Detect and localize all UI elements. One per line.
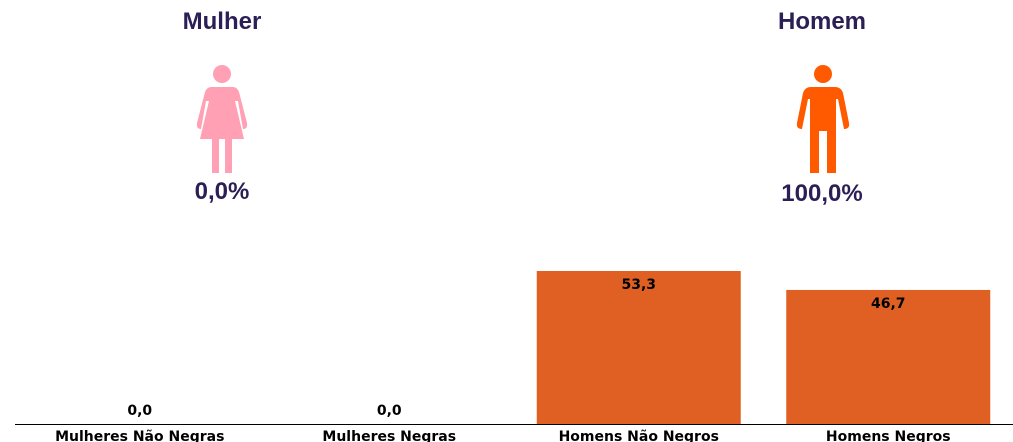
bar-homens-nao-negros — [536, 271, 741, 424]
bar-value-label-mulheres-nao-negras: 0,0 — [127, 403, 152, 419]
gender-title-mulher: Mulher — [182, 8, 262, 35]
bar-value-label-mulheres-negras: 0,0 — [377, 403, 402, 419]
x-tick-label-homens-negros: Homens Negros — [826, 429, 951, 442]
x-tick-label-homens-nao-negros: Homens Não Negros — [559, 429, 719, 442]
bar-value-label-homens-negros: 46,7 — [871, 296, 906, 312]
male-person-icon — [796, 65, 850, 173]
labels-group: 0,0 Mulheres Não Negras 0,0 Mulheres Negras… — [55, 277, 951, 442]
bar-value-label-homens-nao-negros: 53,3 — [621, 277, 656, 293]
x-tick-label-mulheres-negras: Mulheres Negras — [322, 429, 456, 442]
gender-percent-mulher: 0,0% — [194, 178, 250, 205]
bars-group — [536, 271, 991, 424]
bar-homens-negros — [786, 289, 991, 424]
gender-title-homem: Homem — [777, 8, 867, 35]
female-person-icon — [196, 65, 248, 173]
gender-percent-homem: 100,0% — [781, 180, 863, 207]
x-tick-label-mulheres-nao-negras: Mulheres Não Negras — [55, 429, 224, 442]
